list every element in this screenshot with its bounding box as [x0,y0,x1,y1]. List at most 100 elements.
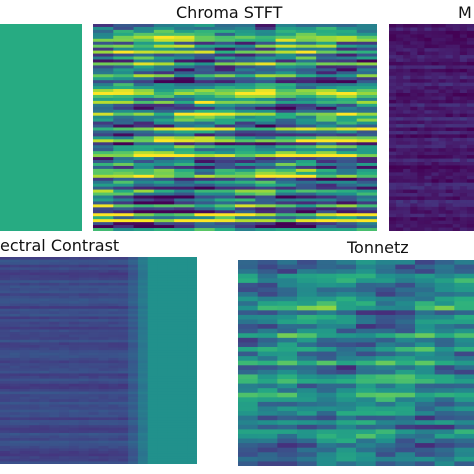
heatmap-cell [174,213,196,217]
heatmap-cell [108,329,119,333]
heatmap-cell [438,144,447,149]
heatmap-cell [118,321,129,325]
heatmap-cell [257,383,278,389]
heatmap-cell [438,89,447,94]
heatmap-cell [275,24,297,28]
heatmap-cell [29,378,40,382]
heatmap-cell [424,213,433,218]
heatmap-cell [452,203,461,208]
heatmap-cell [78,420,90,424]
heatmap-cell [118,334,129,338]
heatmap-cell [113,26,135,31]
heatmap-cell [356,213,377,217]
heatmap-cell [356,333,377,339]
heatmap-cell [78,409,90,413]
heatmap-cell [0,388,11,393]
heatmap-cell [316,97,338,102]
heatmap-cell [153,148,175,152]
heatmap-cell [88,458,100,463]
heatmap-cell [59,427,70,431]
heatmap-cell [78,282,90,287]
heatmap-cell [466,186,474,191]
heatmap-cell [153,189,175,194]
heatmap-cell [295,207,317,211]
heatmap-cell [389,203,397,208]
heatmap-cell [424,75,433,80]
heatmap-cell [167,425,178,429]
heatmap-cell [59,293,70,297]
heatmap-cell [194,97,216,102]
heatmap-cell [194,38,216,43]
heatmap-cell [68,298,80,302]
heatmap-cell [431,206,440,211]
heatmap-cell [356,59,377,64]
heatmap-cell [153,118,175,123]
heatmap-cell [128,404,139,408]
heatmap-cell [445,113,454,118]
heatmap-cell [98,370,109,375]
heatmap-cell [396,196,404,201]
heatmap-cell [128,350,139,354]
heatmap-cell [147,388,159,393]
heatmap-cell [336,219,358,223]
heatmap-cell [255,222,277,226]
heatmap-cell [214,192,236,197]
heatmap-cell [153,192,175,197]
heatmap-cell [466,168,474,173]
heatmap-cell [255,213,277,217]
heatmap-cell [445,58,454,63]
heatmap-cell [93,136,114,140]
heatmap-cell [118,300,129,305]
heatmap-cell [157,360,169,364]
heatmap-cell [445,72,454,77]
heatmap-cell [295,112,317,117]
heatmap-cell [255,145,277,149]
heatmap-cell [297,282,318,289]
heatmap-cell [454,314,474,321]
heatmap-cell [395,351,416,357]
heatmap-cell [0,285,11,289]
heatmap-panel-1-plot [0,24,82,231]
heatmap-cell [9,360,21,364]
heatmap-cell [68,388,80,393]
heatmap-cell [88,456,100,460]
heatmap-cell [431,110,440,115]
heatmap-cell [29,407,40,411]
heatmap-cell [214,29,236,34]
heatmap-cell [194,53,216,58]
heatmap-cell [277,452,298,458]
heatmap-cell [9,427,21,431]
heatmap-cell [395,305,416,311]
heatmap-cell [9,293,21,297]
heatmap-cell [194,32,216,37]
heatmap-cell [424,58,433,63]
heatmap-cell [29,295,40,299]
heatmap-cell [336,106,358,111]
heatmap-cell [356,388,377,394]
heatmap-cell [336,32,358,37]
heatmap-cell [214,148,236,152]
heatmap-cell [415,424,436,430]
heatmap-cell [214,97,236,102]
heatmap-cell [431,72,440,77]
heatmap-cell [88,368,100,372]
heatmap-cell [403,172,411,177]
heatmap-cell [187,440,197,444]
heatmap-cell [29,311,40,315]
heatmap-cell [466,86,474,91]
heatmap-cell [438,199,447,204]
heatmap-cell [0,352,11,356]
heatmap-cell [194,171,216,176]
heatmap-cell [19,430,31,434]
heatmap-cell [78,275,90,279]
heatmap-cell [466,172,474,177]
heatmap-cell [356,351,377,357]
heatmap-cell [0,435,11,439]
heatmap-cell [78,425,90,429]
heatmap-cell [445,68,454,73]
heatmap-cell [194,77,216,81]
heatmap-cell [19,412,31,416]
heatmap-cell [39,295,50,299]
heatmap-cell [356,273,377,279]
heatmap-cell [93,106,114,111]
